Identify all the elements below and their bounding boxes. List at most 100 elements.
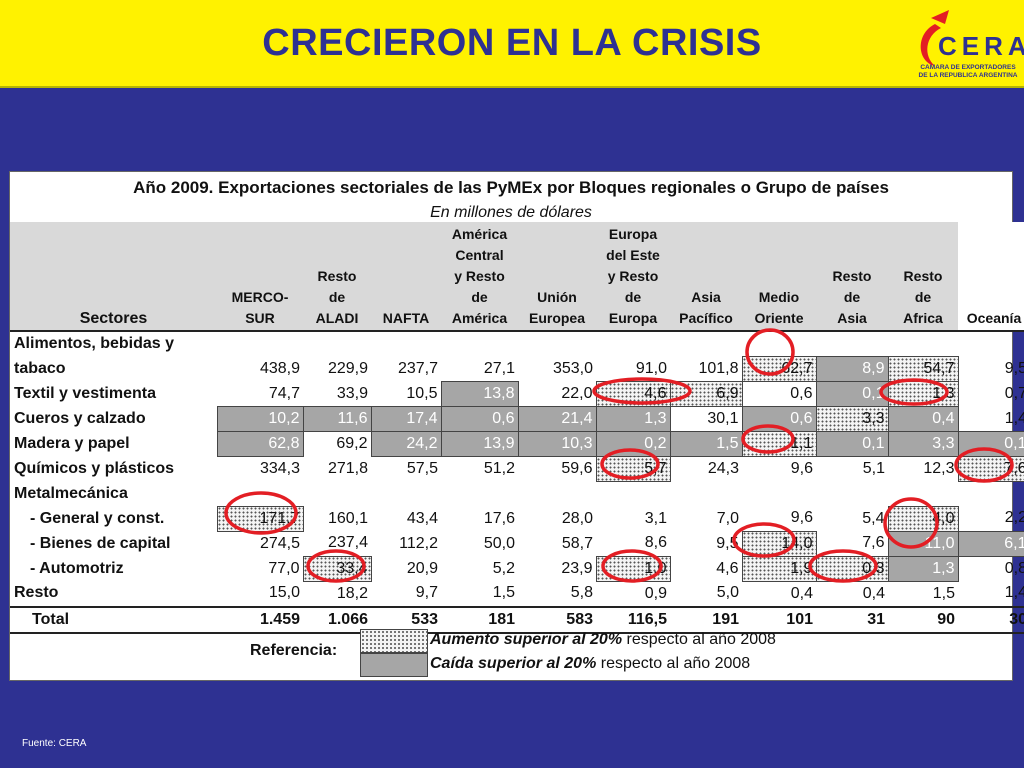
table-row: Metalmecánica — [10, 482, 1024, 507]
table-cell: 0,6 — [440, 406, 519, 432]
total-cell: 116,5 — [596, 605, 670, 634]
table-cell — [303, 331, 371, 357]
total-label: Total — [10, 605, 217, 634]
table-row: Madera y papel 62,8 69,2 24,2 13,9 10,3 0,2 1,5… — [10, 431, 1024, 457]
table-cell: 0,6 — [790, 385, 813, 402]
table-cell: 20,9 — [406, 559, 438, 577]
table-cell: 3,1 — [644, 509, 667, 527]
table-cell: 0,6 — [741, 406, 817, 432]
table-cell: 0,1 — [815, 431, 889, 457]
table-cell — [670, 331, 742, 357]
legend-decrease-text: Caída superior al 20% respecto al año 20… — [430, 655, 751, 672]
table-cell: 9,6 — [790, 460, 813, 478]
total-cell: 191 — [670, 605, 742, 634]
legend-increase-swatch — [360, 629, 428, 653]
exports-table: Sectores MERCO- SUR Resto de ALADI NAFTA Amé… — [10, 222, 1024, 634]
table-cell: 18,2 — [336, 584, 368, 602]
table-cell: 28,0 — [561, 509, 593, 527]
table-cell: 59,6 — [561, 460, 593, 478]
total-cell: 90 — [888, 605, 958, 634]
column-header: Resto de ALADI — [303, 222, 371, 332]
table-cell — [888, 482, 958, 507]
source-note: Fuente: CERA — [22, 738, 87, 749]
table-cell: 33,9 — [336, 384, 368, 402]
table-cell: 4,0 — [887, 505, 959, 532]
table-cell: 4,6 — [595, 381, 671, 407]
legend-decrease-swatch — [360, 653, 428, 677]
table-cell: 8,6 — [644, 534, 667, 552]
table-cell: 229,9 — [327, 360, 368, 377]
table-title: Año 2009. Exportaciones sectoriales de l… — [133, 178, 889, 197]
table-cell: 5,0 — [716, 584, 739, 602]
total-cell: 1.459 — [217, 605, 303, 634]
table-cell: 112,2 — [399, 534, 438, 552]
logo-word: CERA — [938, 31, 1024, 61]
total-cell: 31 — [816, 605, 888, 634]
table-cell: 4,6 — [716, 559, 739, 577]
table-cell: 51,2 — [483, 460, 515, 478]
table-cell: 50,0 — [483, 534, 515, 552]
table-row: - General y const. 171,7 160,1 43,4 17,6 28,0… — [10, 505, 1024, 532]
table-row: Cueros y calzado 10,2 11,6 17,4 0,6 21,4 1,3 30… — [10, 406, 1024, 432]
table-cell — [816, 331, 888, 357]
data-table-panel: Año 2009. Exportaciones sectoriales de l… — [9, 171, 1024, 681]
table-cell: 11,0 — [887, 530, 959, 557]
table-row: - Automotriz 77,0 33,4 20,9 5,2 23,9 1,0 4,6 1,9… — [10, 555, 1024, 582]
table-cell: 91,0 — [635, 359, 667, 377]
table-cell: 1,5 — [932, 584, 955, 602]
table-cell: 237,4 — [327, 534, 368, 552]
table-cell: 0,1 — [957, 431, 1024, 457]
table-cell: 10,2 — [216, 406, 304, 432]
column-header: Unión Europea — [518, 222, 596, 332]
column-header: NAFTA — [371, 222, 441, 332]
table-cell — [518, 331, 596, 357]
table-cell: 23,9 — [561, 559, 593, 577]
logo-subtitle-1: CAMARA DE EXPORTADORES — [920, 64, 1016, 71]
table-cell: 0,4 — [887, 406, 959, 432]
logo-subtitle-2: DE LA REPUBLICA ARGENTINA — [918, 72, 1018, 79]
total-cell: 181 — [441, 605, 518, 634]
table-cell: 77,0 — [268, 559, 300, 577]
table-cell: 438,9 — [259, 360, 300, 377]
legend: Referencia: Aumento superior al 20% resp… — [10, 626, 1010, 678]
table-subtitle: En millones de dólares — [430, 204, 592, 221]
cera-logo: CERA CAMARA DE EXPORTADORES DE LA REPUBL… — [905, 4, 1024, 82]
table-cell: 22,0 — [561, 384, 593, 402]
column-header: Oceanía — [958, 222, 1024, 332]
table-cell — [518, 482, 596, 507]
table-cell: 0,8 — [1004, 559, 1024, 577]
table-cell: 10,5 — [406, 384, 438, 402]
table-cell: 3,3 — [887, 431, 959, 457]
table-cell: 17,4 — [370, 406, 442, 432]
table-cell: 7,6 — [862, 534, 885, 552]
logo-swoosh-icon — [920, 10, 949, 66]
table-cell: 5,8 — [570, 584, 593, 602]
table-cell: 1,4 — [1004, 584, 1024, 602]
table-cell: 12,3 — [923, 460, 955, 478]
row-label: Madera y papel — [14, 435, 130, 452]
table-cell: 237,7 — [397, 360, 438, 377]
table-cell: 5,4 — [862, 509, 885, 527]
row-label: - Automotriz — [30, 559, 124, 577]
table-cell — [217, 482, 303, 507]
legend-label: Referencia: — [250, 642, 338, 659]
column-header: Medio Oriente — [742, 222, 816, 332]
row-label: Químicos y plásticos — [14, 460, 175, 477]
table-cell: 57,5 — [406, 460, 438, 478]
table-cell: 5,2 — [492, 559, 515, 577]
column-header: Resto de Africa — [888, 222, 958, 332]
table-cell: 353,0 — [552, 360, 593, 377]
table-cell — [888, 331, 958, 357]
table-cell: 6,1 — [957, 530, 1024, 557]
table-cell: 58,7 — [561, 534, 593, 552]
table-cell: 1,3 — [887, 381, 959, 407]
legend-increase-text: Aumento superior al 20% respecto al año … — [430, 631, 776, 648]
table-cell — [596, 331, 670, 357]
table-cell: 9,5 — [716, 534, 739, 552]
table-cell: 0,3 — [815, 555, 889, 582]
table-cell: 1,3 — [595, 406, 671, 432]
total-row: Total 1.459 1.066 533 181 583 116,5 191 101 31 90 3… — [10, 605, 1024, 634]
table-cell: 69,2 — [336, 435, 368, 453]
table-cell: 14,0 — [741, 530, 817, 557]
table-cell: 8,9 — [815, 356, 889, 382]
